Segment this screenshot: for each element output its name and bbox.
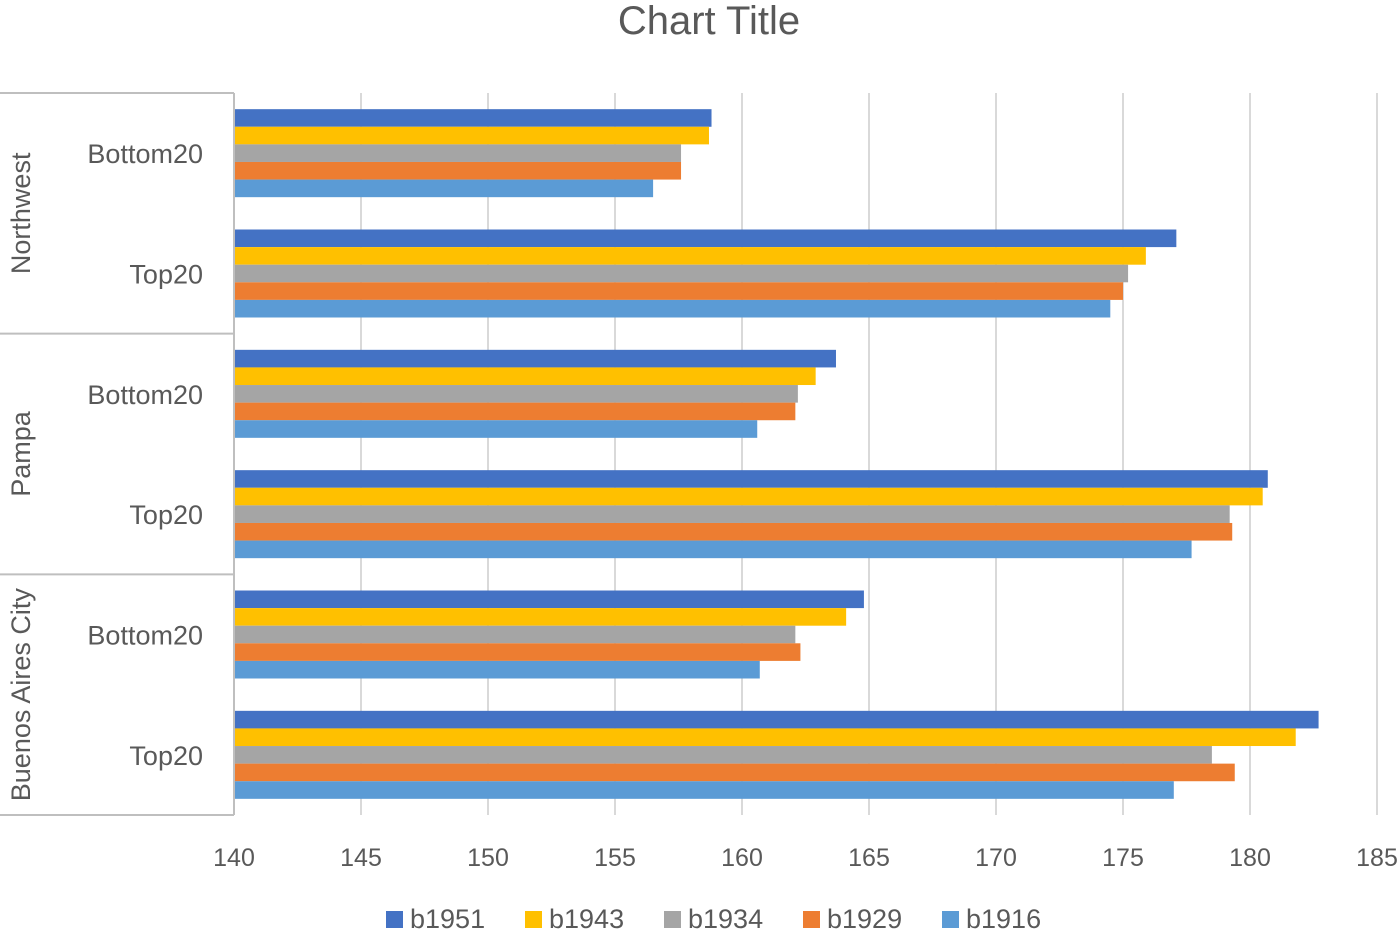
category-label: Top20 (129, 500, 203, 530)
bar-b1934-northwest-top20 (234, 264, 1129, 283)
legend-swatch-b1929 (803, 911, 820, 928)
legend-label-b1929: b1929 (827, 904, 902, 934)
bar-b1943-pampa-bottom20 (234, 367, 816, 386)
legend-swatch-b1951 (386, 911, 403, 928)
bar-b1943-pampa-top20 (234, 487, 1263, 506)
x-tick-label: 160 (721, 844, 763, 872)
bar-b1929-buenos-aires-city-top20 (234, 763, 1235, 782)
bar-b1951-northwest-top20 (234, 229, 1177, 248)
group-label: Northwest (6, 152, 36, 274)
group-label: Buenos Aires City (6, 588, 36, 802)
bar-b1929-northwest-top20 (234, 282, 1123, 300)
x-tick-label: 180 (1229, 844, 1271, 872)
legend-label-b1951: b1951 (410, 904, 485, 934)
bar-b1951-pampa-bottom20 (234, 349, 836, 368)
legend-swatch-b1934 (664, 911, 681, 928)
bar-b1951-buenos-aires-city-top20 (234, 710, 1319, 729)
bar-b1916-northwest-bottom20 (234, 179, 654, 198)
bar-b1943-buenos-aires-city-bottom20 (234, 608, 847, 626)
bar-b1951-northwest-bottom20 (234, 109, 712, 127)
legend-label-b1916: b1916 (966, 904, 1041, 934)
legend-label-b1934: b1934 (688, 904, 763, 934)
bar-b1934-pampa-bottom20 (234, 385, 798, 403)
bar-b1943-northwest-top20 (234, 247, 1146, 265)
category-label: Top20 (129, 260, 203, 290)
bar-b1943-northwest-bottom20 (234, 126, 709, 145)
legend-swatch-b1943 (525, 911, 542, 928)
category-label: Bottom20 (87, 139, 203, 169)
x-tick-label: 185 (1356, 844, 1398, 872)
bar-b1916-pampa-top20 (234, 540, 1192, 559)
x-tick-label: 165 (848, 844, 890, 872)
legend: b1951 b1943 b1934 b1929 b1916 (386, 904, 1041, 934)
bar-b1929-pampa-top20 (234, 522, 1233, 541)
bar-b1943-buenos-aires-city-top20 (234, 728, 1296, 747)
bar-b1916-northwest-top20 (234, 299, 1111, 318)
x-tick-label: 155 (594, 844, 636, 872)
bar-b1951-pampa-top20 (234, 470, 1268, 488)
bar-b1929-northwest-bottom20 (234, 161, 682, 180)
category-label: Bottom20 (87, 380, 203, 410)
value-axis: 140 145 150 155 160 165 170 175 180 185 (213, 844, 1398, 872)
category-axis: Northwest Bottom20 Top20 Pampa Bottom20 Top20… (0, 92, 235, 816)
category-label: Top20 (129, 741, 203, 771)
x-tick-label: 145 (340, 844, 382, 872)
legend-label-b1943: b1943 (549, 904, 624, 934)
bar-b1929-buenos-aires-city-bottom20 (234, 643, 801, 661)
bar-b1929-pampa-bottom20 (234, 402, 796, 421)
x-tick-label: 175 (1102, 844, 1144, 872)
x-tick-label: 150 (467, 844, 509, 872)
category-label: Bottom20 (87, 621, 203, 651)
chart-title: Chart Title (618, 0, 800, 43)
bar-b1916-pampa-bottom20 (234, 420, 758, 438)
bar-b1934-buenos-aires-city-bottom20 (234, 625, 796, 644)
legend-swatch-b1916 (942, 911, 959, 928)
bar-b1934-pampa-top20 (234, 505, 1230, 523)
bar-b1916-buenos-aires-city-bottom20 (234, 660, 760, 679)
gridlines (360, 93, 1378, 815)
bar-b1916-buenos-aires-city-top20 (234, 781, 1174, 799)
bar-b1951-buenos-aires-city-bottom20 (234, 590, 864, 609)
group-label: Pampa (6, 410, 36, 497)
bar-b1934-buenos-aires-city-top20 (234, 746, 1212, 764)
x-tick-label: 140 (213, 844, 255, 872)
bar-b1934-northwest-bottom20 (234, 144, 682, 162)
bars (234, 109, 1319, 799)
x-tick-label: 170 (975, 844, 1017, 872)
